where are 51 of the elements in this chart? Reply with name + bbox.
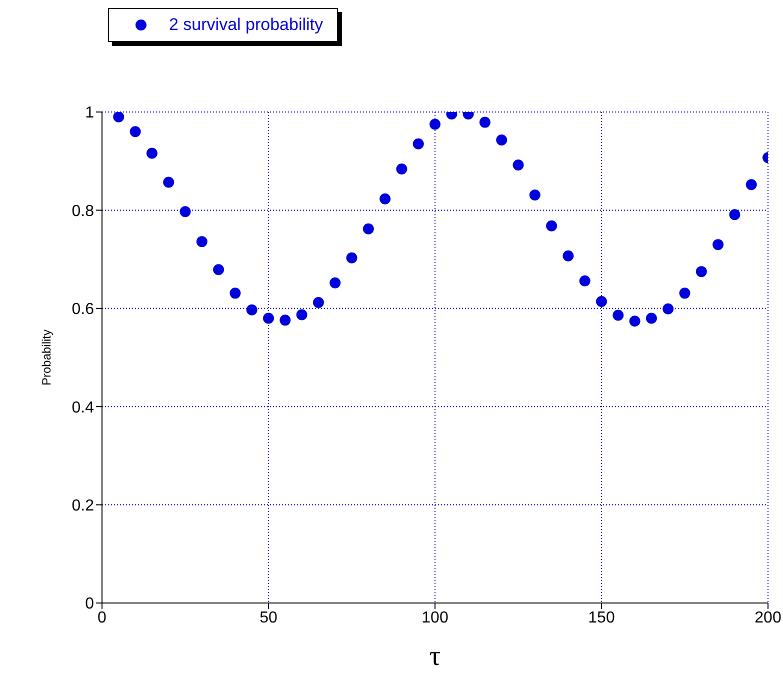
point: [263, 312, 274, 324]
point: [529, 189, 540, 200]
point: [246, 304, 258, 316]
y-tick-label: 0: [85, 596, 94, 613]
x-tick-label: 100: [422, 609, 448, 626]
point: [396, 163, 408, 174]
x-tick-label: 150: [588, 609, 615, 626]
point: [280, 314, 291, 326]
point: [163, 176, 174, 188]
x-axis-title: τ: [429, 641, 441, 672]
point: [213, 264, 224, 276]
point: [362, 223, 374, 234]
point: [712, 239, 724, 250]
y-tick-label: 0.8: [72, 202, 94, 220]
point: [662, 303, 674, 314]
y-tick-label: 0.2: [72, 497, 94, 514]
y-tick-label: 0.6: [72, 301, 94, 318]
point: [496, 134, 508, 146]
point: [512, 160, 524, 171]
point: [380, 193, 391, 204]
legend-label: 2 survival probability: [169, 15, 324, 35]
point: [562, 250, 574, 262]
point: [130, 126, 141, 138]
point: [180, 206, 191, 218]
point: [312, 297, 324, 308]
y-tick-label: 0.4: [72, 399, 94, 416]
point: [346, 252, 358, 264]
y-tick-label: 1: [85, 104, 94, 122]
x-tick-label: 0: [98, 609, 107, 626]
point: [729, 209, 740, 220]
point: [612, 310, 624, 321]
point: [679, 288, 690, 299]
point: [230, 288, 241, 299]
point: [196, 236, 208, 248]
point: [629, 316, 640, 327]
point: [579, 275, 590, 286]
point: [113, 112, 124, 122]
point: [330, 277, 341, 288]
point: [412, 138, 424, 150]
point: [646, 312, 657, 324]
y-axis-title: Probability: [39, 329, 54, 386]
point: [746, 179, 757, 190]
point: [479, 116, 490, 128]
point: [296, 309, 308, 320]
x-tick-label: 50: [260, 609, 278, 626]
point: [430, 118, 440, 130]
point: [146, 148, 158, 159]
x-tick-label: 200: [754, 609, 782, 626]
point: [546, 220, 558, 232]
point: [696, 266, 707, 278]
point: [596, 296, 607, 308]
